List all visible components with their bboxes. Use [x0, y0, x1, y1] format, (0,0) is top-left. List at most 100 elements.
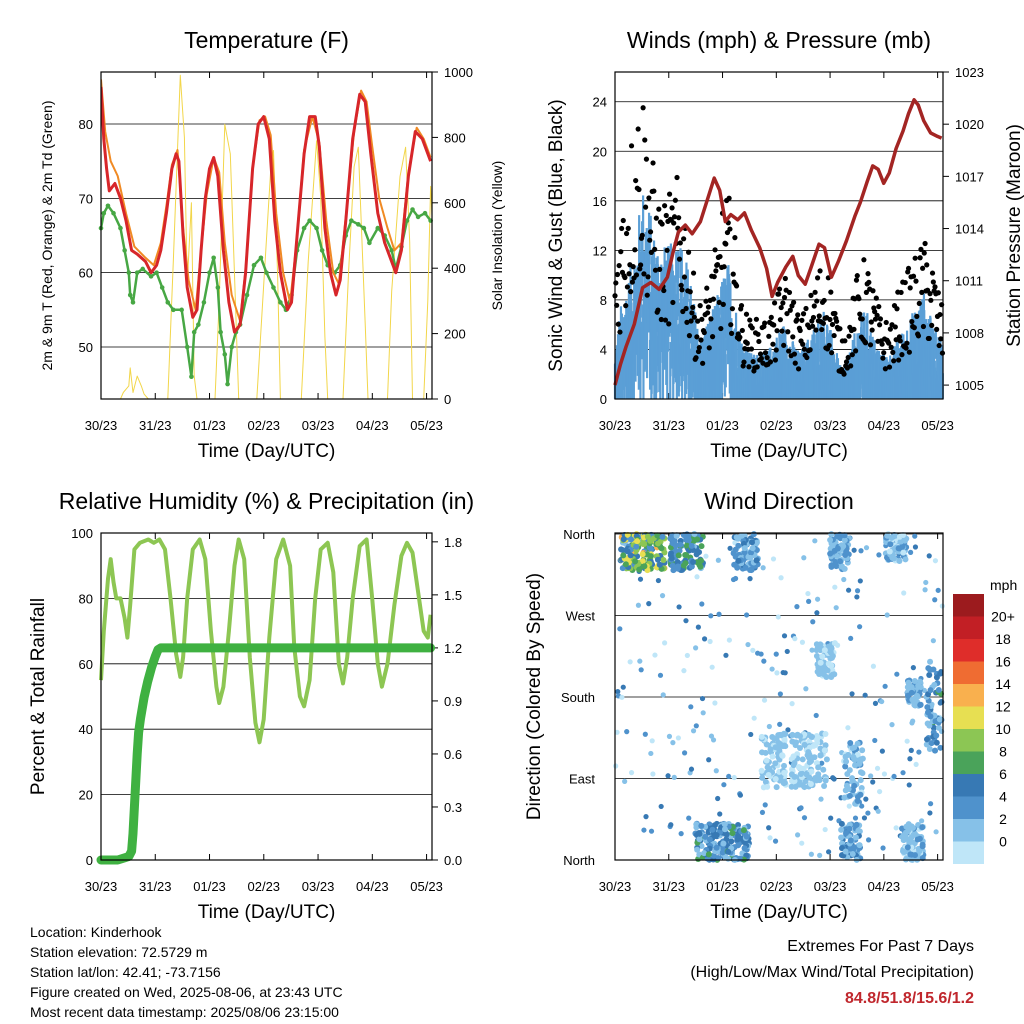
temp-dewpoint-point	[215, 285, 221, 290]
temp-dewpoint-point	[127, 292, 133, 298]
winds-gust-point	[890, 349, 896, 355]
wdir-point	[647, 537, 654, 544]
temp-dewpoint-point	[307, 218, 312, 223]
wdir-legend-label: 2	[999, 811, 1007, 827]
winds-gust-point	[792, 360, 798, 366]
winds-ylabel-right: Station Pressure (Maroon)	[1004, 124, 1024, 347]
winds-title: Winds (mph) & Pressure (mb)	[627, 27, 931, 53]
wdir-point	[926, 553, 932, 559]
temp-xlabel: Time (Day/UTC)	[198, 441, 336, 462]
wdir-point	[643, 814, 649, 820]
winds-gust-point	[810, 323, 816, 329]
wdir-ylabel-left: Direction (Colored By Speed)	[524, 573, 545, 820]
winds-gust-point	[922, 240, 928, 247]
winds-gust-point	[755, 331, 761, 337]
wdir-point	[758, 651, 764, 657]
station-latlon: Station lat/lon: 42.41; -73.7156	[30, 964, 221, 980]
winds-gust-point	[671, 220, 677, 226]
winds-gust-point	[800, 341, 806, 347]
wdir-point	[639, 558, 646, 565]
wdir-point	[935, 724, 942, 731]
wdir-point	[660, 692, 666, 698]
winds-gust-point	[716, 299, 722, 306]
temp-dewpoint-point	[229, 344, 235, 350]
temp-dewpoint-point	[171, 307, 176, 313]
wdir-point	[868, 773, 874, 779]
wdir-point	[650, 771, 656, 777]
wdir-point	[760, 565, 766, 571]
winds-gust-point	[684, 319, 690, 325]
winds-gust-point	[696, 344, 702, 351]
wdir-point	[808, 851, 814, 857]
winds-ytick-label: 24	[593, 95, 607, 110]
winds-gust-point	[831, 332, 837, 339]
winds-ytick-label: 20	[593, 144, 607, 159]
wdir-point	[875, 808, 881, 814]
wdir-point	[632, 558, 639, 565]
wdir-point	[932, 597, 938, 603]
winds-gust-point	[929, 322, 935, 328]
wdir-point	[837, 558, 844, 565]
wdir-legend-label: 6	[999, 766, 1007, 782]
wdir-point	[827, 550, 834, 557]
winds-ytick-label: 4	[600, 342, 607, 357]
wdir-legend-label: 0	[999, 834, 1007, 850]
winds-gust-point	[912, 255, 918, 261]
wdir-point	[935, 587, 941, 593]
winds-gust-point	[713, 268, 719, 274]
temp-dewpoint-point	[258, 255, 264, 261]
wdir-point	[870, 779, 876, 785]
wdir-point	[798, 805, 804, 811]
wdir-point	[792, 636, 798, 642]
wdir-point	[924, 704, 931, 711]
wdir-point	[795, 832, 801, 838]
wdir-point	[641, 540, 648, 547]
winds-gust-point	[848, 363, 854, 369]
winds-gust-point	[916, 300, 922, 307]
temp-yright-label: 1000	[444, 65, 473, 80]
temp-dewpoint-point	[111, 210, 116, 216]
wdir-point	[775, 614, 781, 620]
winds-gust-point	[635, 126, 641, 132]
wdir-point	[688, 766, 695, 772]
winds-gust-point	[856, 296, 862, 302]
wdir-point	[772, 775, 779, 782]
winds-gust-point	[797, 327, 803, 334]
winds-gust-point	[705, 304, 712, 310]
winds-gust-point	[669, 205, 675, 211]
wdir-point	[796, 744, 803, 751]
winds-gust-point	[902, 279, 908, 286]
rh-ytick-label: 60	[79, 657, 93, 672]
temp-dewpoint-point	[140, 266, 146, 272]
winds-gust-point	[762, 350, 769, 356]
temp-yright-label: 600	[444, 196, 466, 211]
winds-gust-point	[705, 310, 711, 316]
wdir-point	[846, 803, 852, 809]
temp-xtick-label: 04/23	[356, 418, 389, 433]
wdir-point	[773, 651, 779, 657]
winds-gust-point	[762, 320, 768, 326]
temp-ylabel-left: 2m & 9m T (Red, Orange) & 2m Td (Green)	[39, 101, 55, 371]
rh-ytick-label: 0	[86, 853, 93, 868]
winds-gust-point	[645, 274, 651, 280]
rh-yright-label: 0.3	[444, 800, 462, 815]
winds-gust-point	[699, 316, 705, 322]
wdir-point	[859, 770, 866, 777]
winds-gust-point	[800, 311, 807, 317]
winds-gust-point	[728, 322, 734, 328]
station-elevation: Station elevation: 72.5729 m	[30, 944, 208, 960]
wdir-point	[636, 566, 643, 573]
temp-dewpoint-point	[196, 322, 201, 327]
wdir-frame	[614, 532, 944, 861]
wdir-point	[634, 538, 641, 545]
winds-gust-point	[623, 303, 629, 309]
winds-gust-point	[666, 321, 672, 327]
winds-gust-point	[869, 327, 875, 333]
wdir-point	[805, 750, 812, 757]
rh-rainfall-line	[96, 643, 436, 865]
winds-gust-point	[685, 249, 692, 255]
winds-gust-point	[676, 215, 682, 221]
wdir-point	[879, 698, 885, 705]
winds-gust-point	[892, 324, 898, 330]
winds-gust-point	[659, 221, 665, 227]
